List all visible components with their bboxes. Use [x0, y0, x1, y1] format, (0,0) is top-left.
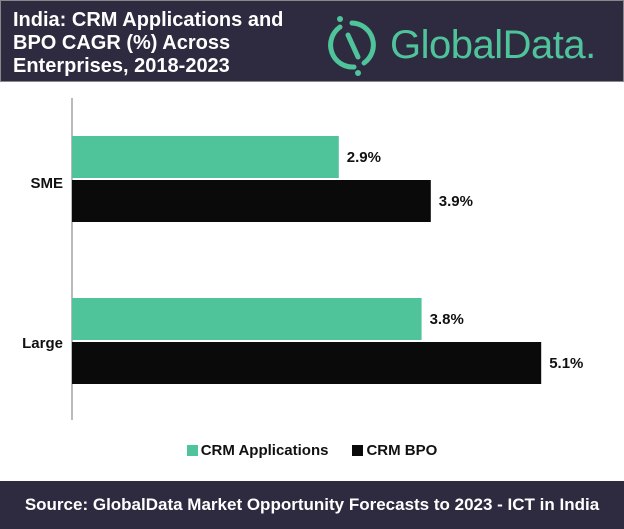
legend-item-crm-bpo: CRM BPO	[352, 442, 437, 459]
legend: CRM Applications CRM BPO	[0, 442, 624, 459]
category-label: SME	[30, 175, 63, 192]
bar-sme-0	[72, 136, 339, 178]
legend-swatch	[352, 445, 364, 456]
legend-label: CRM Applications	[200, 442, 329, 459]
logo-text: GlobalData.	[390, 22, 596, 67]
bar-chart: SME Large 2.9% 3.9% 3.8% 5.1%	[22, 98, 583, 420]
data-label: 3.9%	[439, 193, 473, 210]
legend-label: CRM BPO	[366, 442, 438, 459]
bar-large-0	[72, 298, 422, 340]
data-label: 2.9%	[347, 149, 381, 166]
source-footer: Source: GlobalData Market Opportunity Fo…	[0, 481, 624, 529]
category-label: Large	[22, 335, 63, 352]
globaldata-logo-icon	[328, 16, 376, 76]
bar-sme-1	[72, 180, 431, 222]
legend-item-crm-applications: CRM Applications	[186, 442, 329, 459]
data-label: 3.8%	[430, 311, 464, 328]
header: India: CRM Applications and BPO CAGR (%)…	[0, 0, 624, 82]
globaldata-logo: GlobalData.	[326, 13, 596, 77]
legend-swatch	[186, 445, 198, 456]
chart-title: India: CRM Applications and BPO CAGR (%)…	[13, 9, 284, 77]
bar-large-1	[72, 342, 542, 384]
data-label: 5.1%	[549, 355, 583, 372]
